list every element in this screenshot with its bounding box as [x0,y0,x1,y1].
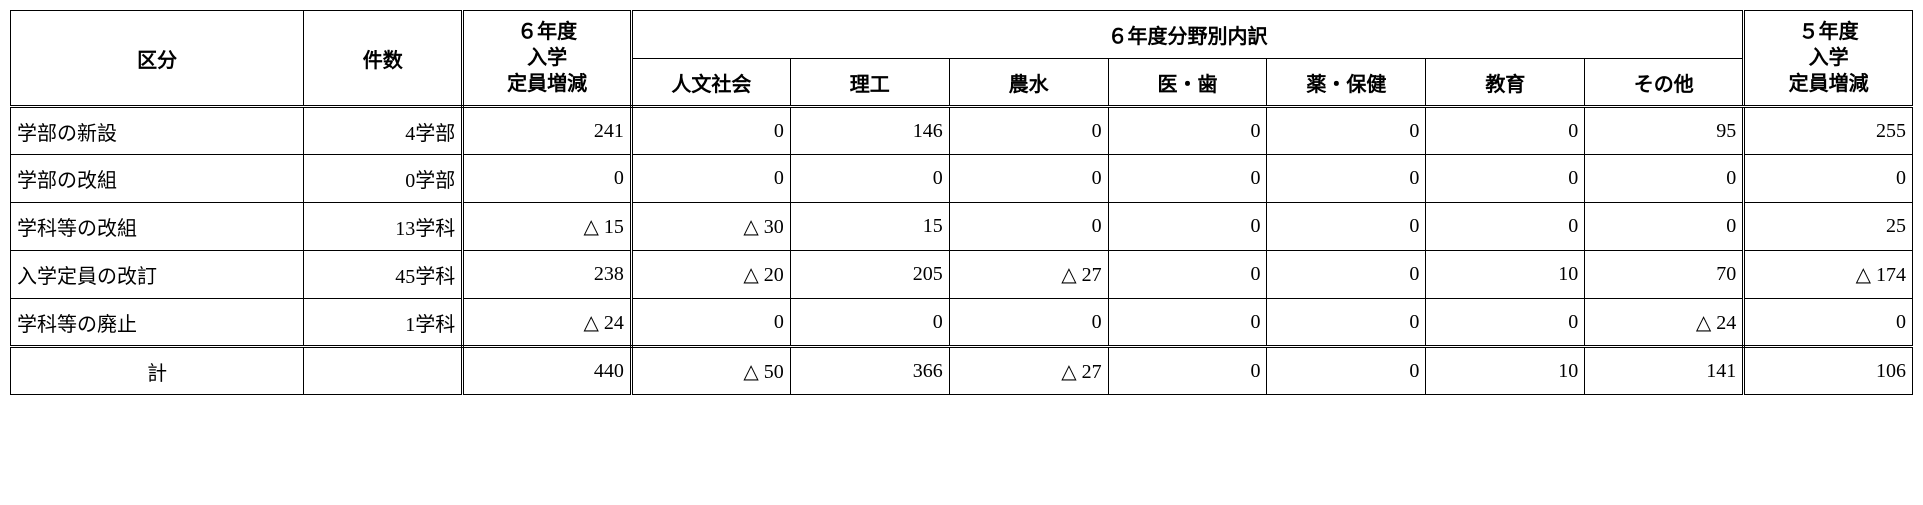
total-field-6: 141 [1585,347,1744,395]
col-y5-zougen: ５年度 入学 定員増減 [1744,11,1913,107]
table-row: 学部の新設4学部2410146000095255 [11,107,1913,155]
row-y5: 255 [1744,107,1913,155]
row-field-1: 205 [790,251,949,299]
table-row: 入学定員の改訂45学科238△ 20205△ 27001070△ 174 [11,251,1913,299]
total-field-4: 0 [1267,347,1426,395]
row-kensu: 13学科 [304,203,463,251]
row-field-3: 0 [1108,155,1267,203]
row-field-4: 0 [1267,107,1426,155]
row-field-5: 0 [1426,107,1585,155]
row-kensu: 0学部 [304,155,463,203]
total-field-2: △ 27 [949,347,1108,395]
row-field-3: 0 [1108,203,1267,251]
total-field-3: 0 [1108,347,1267,395]
total-field-1: 366 [790,347,949,395]
col-kubun: 区分 [11,11,304,107]
row-y5: 0 [1744,299,1913,347]
table-row: 学科等の廃止1学科△ 24000000△ 240 [11,299,1913,347]
col-field-4: 薬・保健 [1267,59,1426,107]
row-field-5: 10 [1426,251,1585,299]
capacity-table: 区分 件数 ６年度 入学 定員増減 ６年度分野別内訳 ５年度 入学 定員増減 人… [10,10,1913,395]
table-row-total: 計440△ 50366△ 270010141106 [11,347,1913,395]
table-row: 学部の改組0学部000000000 [11,155,1913,203]
row-field-1: 0 [790,155,949,203]
row-field-1: 146 [790,107,949,155]
row-field-0: 0 [631,299,790,347]
row-field-6: 95 [1585,107,1744,155]
row-field-6: 0 [1585,203,1744,251]
row-field-5: 0 [1426,155,1585,203]
row-label: 学科等の改組 [11,203,304,251]
row-field-6: 0 [1585,155,1744,203]
row-field-1: 0 [790,299,949,347]
row-field-0: △ 20 [631,251,790,299]
row-y6: 0 [463,155,632,203]
row-field-2: 0 [949,107,1108,155]
row-field-3: 0 [1108,251,1267,299]
row-field-6: 70 [1585,251,1744,299]
col-field-5: 教育 [1426,59,1585,107]
row-field-0: 0 [631,155,790,203]
row-field-2: 0 [949,203,1108,251]
row-field-1: 15 [790,203,949,251]
row-label: 入学定員の改訂 [11,251,304,299]
row-field-2: △ 27 [949,251,1108,299]
col-field-3: 医・歯 [1108,59,1267,107]
total-label: 計 [11,347,304,395]
row-field-4: 0 [1267,203,1426,251]
row-field-4: 0 [1267,155,1426,203]
col-field-6: その他 [1585,59,1744,107]
row-kensu: 4学部 [304,107,463,155]
row-label: 学科等の廃止 [11,299,304,347]
row-field-5: 0 [1426,203,1585,251]
row-y5: 25 [1744,203,1913,251]
row-field-2: 0 [949,155,1108,203]
row-y6: △ 24 [463,299,632,347]
total-field-5: 10 [1426,347,1585,395]
row-label: 学部の改組 [11,155,304,203]
row-field-0: 0 [631,107,790,155]
col-field-2: 農水 [949,59,1108,107]
row-y6: 241 [463,107,632,155]
row-field-0: △ 30 [631,203,790,251]
row-y6: △ 15 [463,203,632,251]
row-field-5: 0 [1426,299,1585,347]
row-field-2: 0 [949,299,1108,347]
total-kensu [304,347,463,395]
table-row: 学科等の改組13学科△ 15△ 30150000025 [11,203,1913,251]
row-field-4: 0 [1267,251,1426,299]
col-y6-breakdown: ６年度分野別内訳 [631,11,1743,59]
row-kensu: 1学科 [304,299,463,347]
row-label: 学部の新設 [11,107,304,155]
total-y6: 440 [463,347,632,395]
col-field-0: 人文社会 [631,59,790,107]
row-y6: 238 [463,251,632,299]
row-y5: 0 [1744,155,1913,203]
row-field-6: △ 24 [1585,299,1744,347]
row-field-3: 0 [1108,299,1267,347]
table-head: 区分 件数 ６年度 入学 定員増減 ６年度分野別内訳 ５年度 入学 定員増減 人… [11,11,1913,107]
col-field-1: 理工 [790,59,949,107]
row-field-4: 0 [1267,299,1426,347]
row-kensu: 45学科 [304,251,463,299]
row-y5: △ 174 [1744,251,1913,299]
col-kensu: 件数 [304,11,463,107]
row-field-3: 0 [1108,107,1267,155]
table-body: 学部の新設4学部2410146000095255学部の改組0学部00000000… [11,107,1913,395]
total-field-0: △ 50 [631,347,790,395]
total-y5: 106 [1744,347,1913,395]
col-y6-zougen: ６年度 入学 定員増減 [463,11,632,107]
